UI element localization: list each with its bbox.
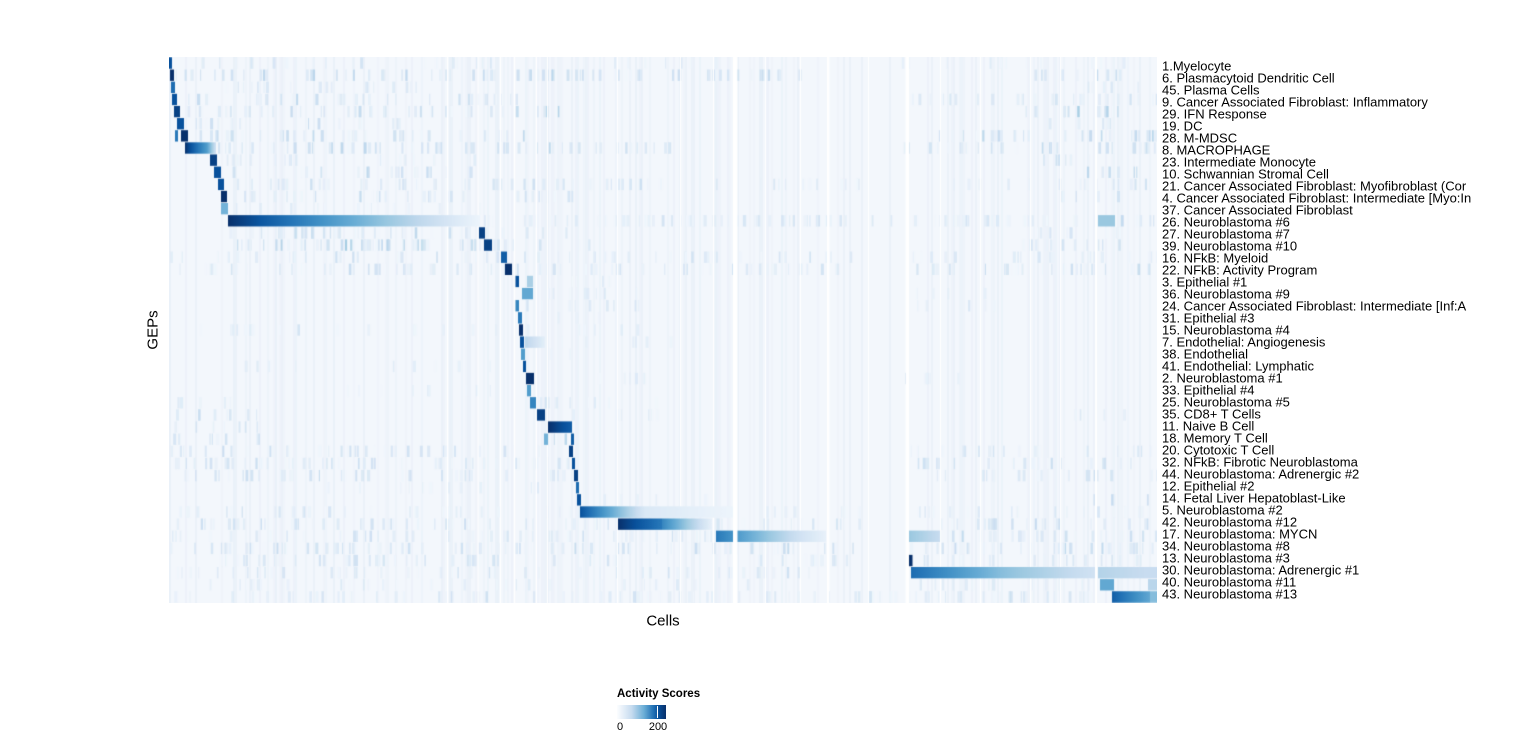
- row-label: 13. Neuroblastoma #3: [1162, 550, 1290, 566]
- row-label: 45. Plasma Cells: [1162, 82, 1260, 98]
- row-label: 16. NFkB: Myeloid: [1162, 250, 1269, 266]
- legend-title: Activity Scores: [617, 688, 701, 700]
- row-label: 15. Neuroblastoma #4: [1162, 322, 1290, 338]
- row-label: 42. Neuroblastoma #12: [1162, 514, 1298, 530]
- row-label: 32. NFkB: Fibrotic Neuroblastoma: [1162, 454, 1358, 470]
- activity-scores-legend: Activity Scores 0 200: [617, 688, 700, 735]
- cells-axis-label: Cells: [646, 612, 680, 630]
- row-label: 30. Neuroblastoma: Adrenergic #1: [1162, 562, 1360, 578]
- row-label: 31. Epithelial #3: [1162, 310, 1255, 326]
- row-label: 21. Cancer Associated Fibroblast: Myofib…: [1162, 178, 1467, 194]
- row-label: 26. Neuroblastoma #6: [1162, 214, 1290, 230]
- row-label: 36. Neuroblastoma #9: [1162, 286, 1290, 302]
- row-label: 34. Neuroblastoma #8: [1162, 538, 1290, 554]
- row-label: 41. Endothelial: Lymphatic: [1162, 358, 1315, 374]
- legend-min-label: 0: [616, 721, 624, 733]
- row-label: 10. Schwannian Stromal Cell: [1162, 166, 1329, 182]
- legend-tick-mark: [656, 706, 659, 718]
- row-label: 20. Cytotoxic T Cell: [1162, 442, 1275, 458]
- row-label: 8. MACROPHAGE: [1162, 142, 1271, 158]
- row-label: 4. Cancer Associated Fibroblast: Interme…: [1162, 190, 1472, 206]
- row-label: 38. Endothelial: [1162, 346, 1249, 362]
- row-label: 3. Epithelial #1: [1162, 274, 1248, 290]
- row-label: 27. Neuroblastoma #7: [1162, 226, 1290, 242]
- row-label: 28. M-MDSC: [1162, 130, 1238, 146]
- row-label: 19. DC: [1162, 118, 1203, 134]
- row-label: 35. CD8+ T Cells: [1162, 406, 1261, 422]
- row-label: 29. IFN Response: [1162, 106, 1267, 122]
- row-label: 11. Naive B Cell: [1162, 418, 1255, 434]
- legend-max-label: 200: [648, 721, 668, 733]
- row-label: 1.Myelocyte: [1162, 58, 1232, 74]
- row-label: 40. Neuroblastoma #11: [1162, 574, 1297, 590]
- row-label: 7. Endothelial: Angiogenesis: [1162, 334, 1326, 350]
- row-label: 23. Intermediate Monocyte: [1162, 154, 1316, 170]
- row-label: 18. Memory T Cell: [1162, 430, 1268, 446]
- row-label: 17. Neuroblastoma: MYCN: [1162, 526, 1318, 542]
- row-label: 37. Cancer Associated Fibroblast: [1162, 202, 1353, 218]
- row-label: 44. Neuroblastoma: Adrenergic #2: [1162, 466, 1360, 482]
- row-label: 6. Plasmacytoid Dendritic Cell: [1162, 70, 1335, 86]
- row-label: 12. Epithelial #2: [1162, 478, 1255, 494]
- row-label: 33. Epithelial #4: [1162, 382, 1255, 398]
- row-label: 39. Neuroblastoma #10: [1162, 238, 1298, 254]
- row-label: 24. Cancer Associated Fibroblast: Interm…: [1162, 298, 1467, 314]
- row-label: 14. Fetal Liver Hepatoblast-Like: [1162, 490, 1346, 506]
- row-label: 25. Neuroblastoma #5: [1162, 394, 1290, 410]
- legend-gradient-bar: [617, 705, 666, 719]
- heatmap-canvas: [169, 57, 1157, 603]
- row-label: 22. NFkB: Activity Program: [1162, 262, 1318, 278]
- row-label: 5. Neuroblastoma #2: [1162, 502, 1283, 518]
- row-label: 9. Cancer Associated Fibroblast: Inflamm…: [1162, 94, 1428, 110]
- geps-axis-label: GEPs: [144, 310, 162, 350]
- row-label: 43. Neuroblastoma #13: [1162, 586, 1298, 602]
- row-label: 2. Neuroblastoma #1: [1162, 370, 1283, 386]
